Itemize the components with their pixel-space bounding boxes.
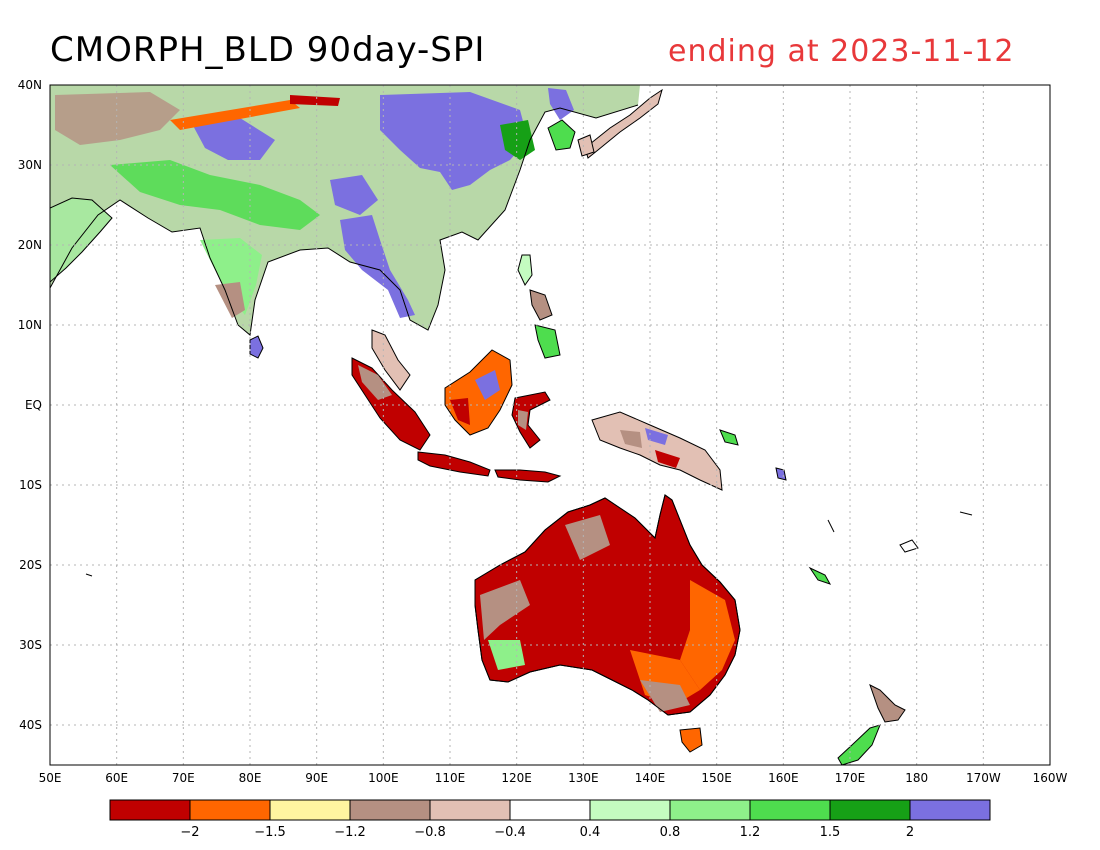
lon-tick-label: 150E — [701, 771, 732, 785]
legend-swatch — [269, 799, 351, 821]
lat-tick-label: 30S — [19, 638, 42, 652]
map-date-subtitle: ending at 2023-11-12 — [668, 34, 1015, 69]
map-grid — [50, 85, 1050, 765]
legend-swatch — [429, 799, 511, 821]
lon-tick-label: 170W — [966, 771, 1001, 785]
spi-wet-northeast — [548, 88, 574, 120]
sri-lanka — [249, 335, 264, 359]
aus-orange-east — [680, 580, 735, 690]
lat-tick-label: 20N — [18, 238, 42, 252]
map-area — [50, 85, 1050, 765]
australia — [474, 494, 741, 753]
legend-swatch — [669, 799, 751, 821]
lon-tick-label: 100E — [368, 771, 399, 785]
legend-swatch — [589, 799, 671, 821]
lat-tick-label: EQ — [25, 398, 42, 412]
legend-swatch — [109, 799, 191, 821]
legend-tick-label: 1.2 — [740, 825, 761, 840]
legend-tick-label: −0.8 — [414, 825, 446, 840]
legend-tick-label: −0.4 — [494, 825, 526, 840]
sulawesi — [511, 391, 551, 449]
legend-tick-label: −1.2 — [334, 825, 366, 840]
tasmania — [679, 727, 703, 753]
lon-tick-label: 70E — [172, 771, 195, 785]
spi-green-central — [110, 160, 320, 230]
spi-wet-indochina — [340, 215, 415, 318]
legend-swatch — [749, 799, 831, 821]
lon-tick-label: 60E — [105, 771, 128, 785]
spi-green-india — [200, 238, 262, 315]
lon-tick-label: 180 — [905, 771, 928, 785]
new-zealand — [837, 684, 906, 765]
latitude-labels: 40N 30N 20N 10N EQ 10S 20S 30S 40S — [18, 78, 42, 732]
legend-swatch — [509, 799, 591, 821]
asia-landmass — [50, 85, 640, 359]
aus-brown-north — [565, 515, 610, 560]
spi-dry-strip-2 — [290, 95, 340, 106]
lat-tick-label: 30N — [18, 158, 42, 172]
aus-outline — [474, 494, 741, 716]
lat-tick-label: 40S — [19, 718, 42, 732]
lon-tick-label: 50E — [39, 771, 62, 785]
lon-tick-label: 160W — [1033, 771, 1068, 785]
longitude-labels: 50E 60E 70E 80E 90E 100E 110E 120E 130E 140E 150E 1… — [39, 771, 1068, 785]
spi-wet-himalaya — [190, 118, 275, 160]
lon-tick-label: 140E — [635, 771, 666, 785]
lon-tick-label: 170E — [835, 771, 866, 785]
new-guinea — [591, 411, 723, 491]
spi-legend: −2 −1.5 −1.2 −0.8 −0.4 0.4 0.8 1.2 1.5 2 — [109, 799, 991, 840]
spi-dry-strip — [170, 100, 300, 130]
spi-wet-plateau — [330, 175, 378, 215]
lon-tick-label: 160E — [768, 771, 799, 785]
lat-tick-label: 10S — [19, 478, 42, 492]
map-frame — [49, 84, 1051, 766]
legend-tick-label: 1.5 — [820, 825, 841, 840]
lon-tick-label: 90E — [305, 771, 328, 785]
lon-tick-label: 120E — [501, 771, 532, 785]
legend-tick-label: −2 — [180, 825, 199, 840]
aus-brown-west — [480, 580, 530, 640]
legend-tick-label: −1.5 — [254, 825, 286, 840]
legend-swatch — [349, 799, 431, 821]
lon-tick-label: 110E — [435, 771, 466, 785]
java — [417, 451, 562, 483]
lat-tick-label: 10N — [18, 318, 42, 332]
philippines — [517, 254, 561, 359]
legend-swatch — [189, 799, 271, 821]
lat-tick-label: 20S — [19, 558, 42, 572]
map-title: CMORPH_BLD 90day-SPI — [50, 30, 486, 70]
aus-brown-se — [640, 680, 690, 712]
japan-korea — [547, 88, 663, 159]
legend-swatch — [909, 799, 991, 821]
lon-tick-label: 130E — [568, 771, 599, 785]
legend-swatch — [829, 799, 911, 821]
legend-tick-label: 2 — [906, 825, 914, 840]
spi-brown-west — [55, 92, 180, 145]
spi-brown-india — [215, 282, 245, 318]
aus-green-sw — [488, 640, 525, 670]
lat-tick-label: 40N — [18, 78, 42, 92]
spi-wet-china — [380, 92, 528, 190]
asia-coastline — [50, 104, 639, 336]
legend-tick-label: 0.8 — [660, 825, 681, 840]
legend-tick-label: 0.4 — [580, 825, 601, 840]
lon-tick-label: 80E — [239, 771, 262, 785]
